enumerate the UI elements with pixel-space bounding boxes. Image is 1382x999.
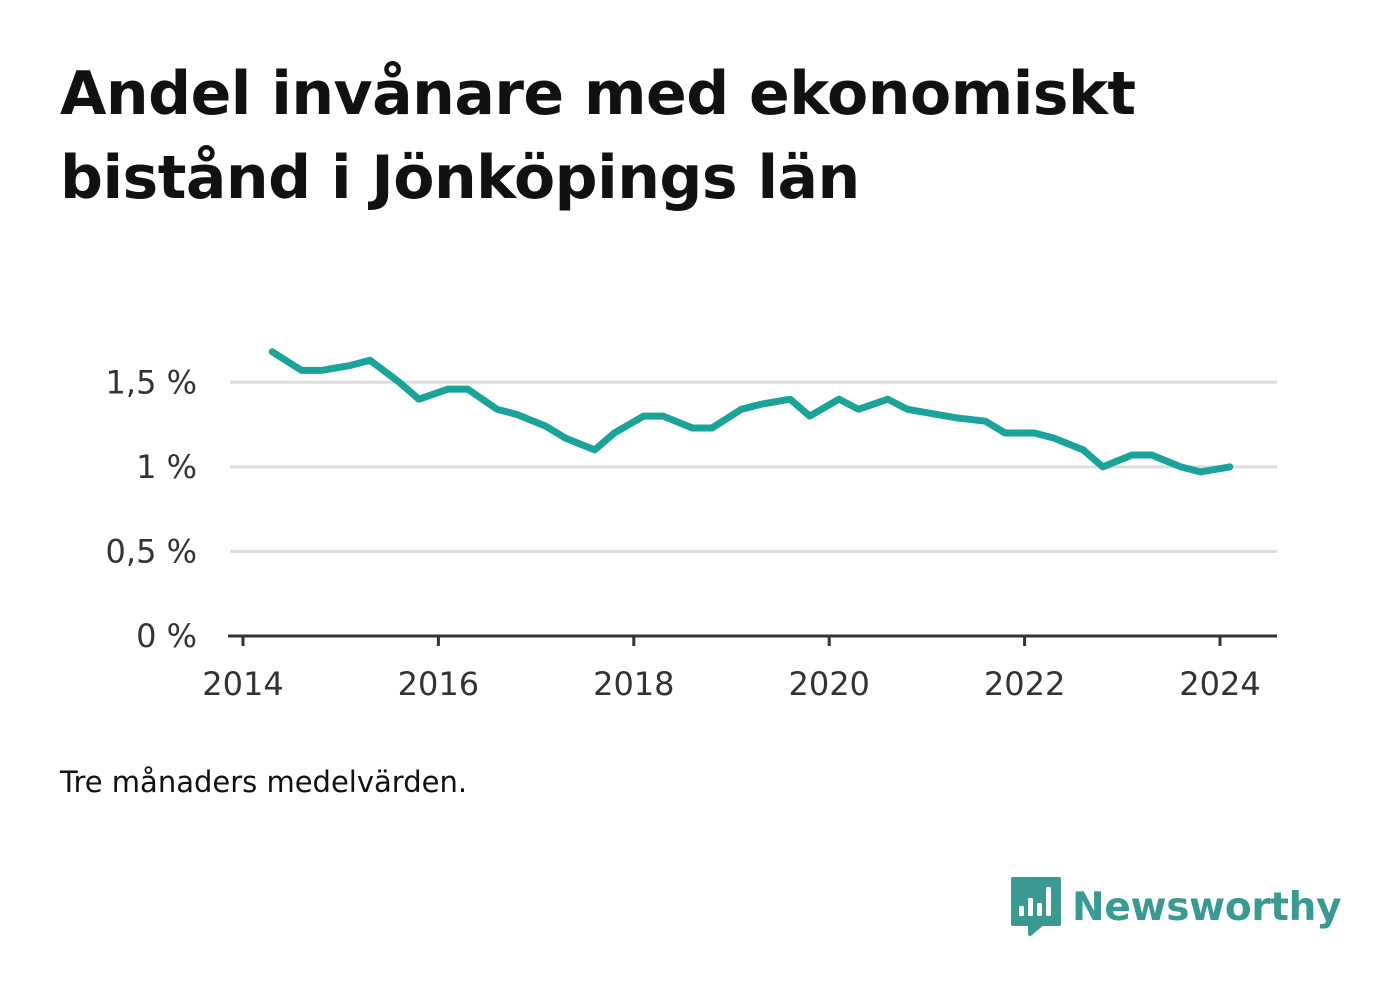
- bar-chart-speech-bubble-icon: [1011, 877, 1061, 936]
- data-point: [809, 415, 811, 417]
- data-point: [467, 388, 469, 390]
- y-tick-label: 1,5 %: [106, 363, 197, 401]
- data-point: [564, 437, 566, 439]
- data-point: [711, 427, 713, 429]
- y-axis-labels: 0 % 0,5 % 1 % 1,5 %: [106, 363, 197, 655]
- data-point: [301, 369, 303, 371]
- data-point: [1053, 437, 1055, 439]
- data-point: [496, 408, 498, 410]
- data-point: [1082, 449, 1084, 451]
- data-point: [760, 403, 762, 405]
- data-point: [838, 398, 840, 400]
- chart-note: Tre månaders medelvärden.: [60, 765, 468, 799]
- data-point: [349, 364, 351, 366]
- data-point: [369, 359, 371, 361]
- data-point: [418, 398, 420, 400]
- brand-name: Newsworthy: [1072, 884, 1342, 930]
- x-tick-label: 2022: [984, 665, 1065, 703]
- data-point: [643, 415, 645, 417]
- data-point: [789, 398, 791, 400]
- chart-title: Andel invånare med ekonomiskt bistånd i …: [60, 52, 1260, 220]
- chart-title-line-1: Andel invånare med ekonomiskt: [60, 59, 1136, 129]
- data-point: [936, 413, 938, 415]
- brand-logo: Newsworthy: [1010, 876, 1342, 938]
- data-point: [1180, 466, 1182, 468]
- series: [268, 348, 1234, 476]
- data-point: [1229, 466, 1231, 468]
- x-tick-label: 2024: [1179, 665, 1260, 703]
- series-line: [268, 348, 1234, 476]
- data-point: [858, 408, 860, 410]
- x-tick-label: 2018: [593, 665, 674, 703]
- data-point: [594, 449, 596, 451]
- data-point: [740, 408, 742, 410]
- x-tick-label: 2020: [788, 665, 869, 703]
- x-axis: 2014 2016 2018 2020 2022 2024: [202, 634, 1277, 703]
- x-tick-label: 2016: [398, 665, 479, 703]
- y-tick-label: 1 %: [136, 448, 197, 486]
- data-point: [271, 351, 273, 353]
- data-point: [985, 420, 987, 422]
- data-point: [1131, 454, 1133, 456]
- x-tick-label: 2014: [202, 665, 283, 703]
- chart-title-line-2: bistånd i Jönköpings län: [60, 143, 860, 213]
- data-point: [1033, 432, 1035, 434]
- line-chart: 0 % 0,5 % 1 % 1,5 % 2014 2016 2018 2020 2022 202…: [106, 348, 1277, 703]
- data-point: [906, 408, 908, 410]
- data-point: [955, 417, 957, 419]
- data-point: [1199, 471, 1201, 473]
- y-tick-label: 0,5 %: [106, 532, 197, 570]
- data-point: [516, 413, 518, 415]
- data-point: [691, 427, 693, 429]
- data-point: [545, 425, 547, 427]
- data-point: [320, 369, 322, 371]
- data-point: [398, 381, 400, 383]
- data-point: [613, 432, 615, 434]
- data-point: [662, 415, 664, 417]
- data-point: [1102, 466, 1104, 468]
- data-point: [1151, 454, 1153, 456]
- data-point: [1004, 432, 1006, 434]
- data-point: [887, 398, 889, 400]
- data-point: [447, 388, 449, 390]
- y-tick-label: 0 %: [136, 617, 197, 655]
